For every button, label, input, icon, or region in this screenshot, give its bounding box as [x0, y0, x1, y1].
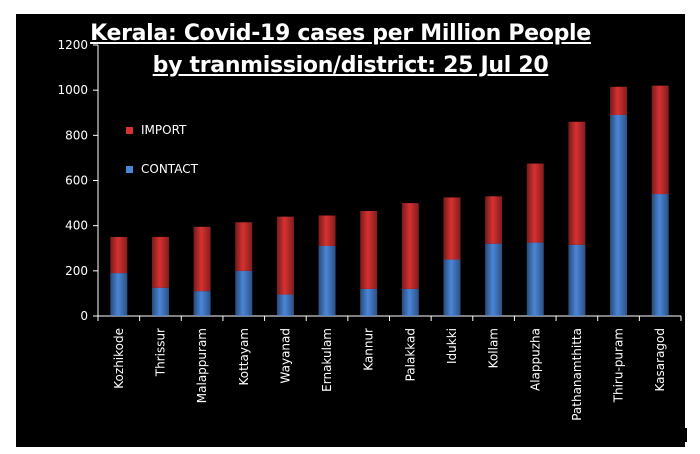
bar-import — [360, 210, 378, 289]
y-tick-label: 200 — [65, 264, 88, 278]
x-tick-label: Kannur — [362, 328, 376, 371]
bar-contact — [193, 291, 211, 316]
bar-import — [610, 86, 628, 116]
x-tick-label: Kozhikode — [112, 328, 126, 389]
bar-contact — [443, 259, 461, 316]
bar-contact — [360, 288, 378, 316]
x-tick-label: Alappuzha — [528, 328, 542, 391]
bar-contact — [568, 244, 586, 316]
bar-contact — [235, 270, 253, 316]
bar-import — [110, 236, 128, 274]
bar-contact — [401, 288, 419, 316]
bar-contact — [276, 294, 294, 316]
bar-contact — [485, 243, 503, 316]
x-tick-label: Kollam — [487, 328, 501, 368]
y-tick-label: 1000 — [57, 83, 88, 97]
bar-import — [235, 222, 253, 271]
bar-import — [526, 163, 544, 243]
y-tick-label: 600 — [65, 174, 88, 188]
bar-import — [443, 197, 461, 260]
legend-swatch-import — [126, 127, 133, 134]
bar-import — [151, 236, 169, 288]
y-tick-label: 0 — [80, 309, 88, 323]
x-tick-label: Thrissur — [153, 328, 167, 377]
y-tick-label: 800 — [65, 128, 88, 142]
chart-area: 0 200 400 600 800 1000 1200 Kozhikode Thrissur Ma… — [16, 14, 685, 447]
edge-mark — [685, 428, 687, 442]
bar-import — [401, 203, 419, 289]
x-tick-label: Pathanamthitta — [570, 328, 584, 421]
bar-import — [318, 215, 336, 246]
bar-import — [485, 196, 503, 244]
x-tick-label: Kasaragod — [653, 328, 667, 391]
bar-contact — [110, 273, 128, 316]
legend-item-contact: CONTACT — [126, 162, 198, 176]
x-tick-label: Wayanad — [278, 328, 292, 383]
x-tick-label: Thiru-puram — [612, 328, 626, 403]
chart-title-line-2: by tranmission/district: 25 Jul 20 — [152, 53, 549, 78]
y-tick-label: 400 — [65, 219, 88, 233]
x-tick-label: Palakkad — [403, 328, 417, 381]
bar-contact — [526, 242, 544, 316]
x-tick-label: Malappuram — [195, 328, 209, 403]
x-tick-label: Ernakulam — [320, 328, 334, 392]
y-tick-label: 1200 — [57, 38, 88, 52]
bar-contact — [151, 287, 169, 316]
bar-import — [193, 226, 211, 292]
bar-contact — [651, 194, 669, 316]
x-tick-label: Kottayam — [237, 328, 251, 386]
legend-label-import: IMPORT — [141, 123, 187, 137]
chart-title-line-1: Kerala: Covid-19 cases per Million Peopl… — [90, 21, 591, 46]
bar-import — [568, 121, 586, 245]
legend-item-import: IMPORT — [126, 123, 186, 137]
legend-label-contact: CONTACT — [141, 162, 198, 176]
x-tick-label: Idukki — [445, 328, 459, 364]
stacked-bar-chart: 0 200 400 600 800 1000 1200 Kozhikode Thrissur Ma… — [57, 38, 682, 421]
legend-swatch-contact — [126, 166, 133, 173]
bar-contact — [610, 115, 628, 316]
bar-import — [651, 85, 669, 195]
bar-contact — [318, 245, 336, 316]
bar-import — [276, 216, 294, 295]
